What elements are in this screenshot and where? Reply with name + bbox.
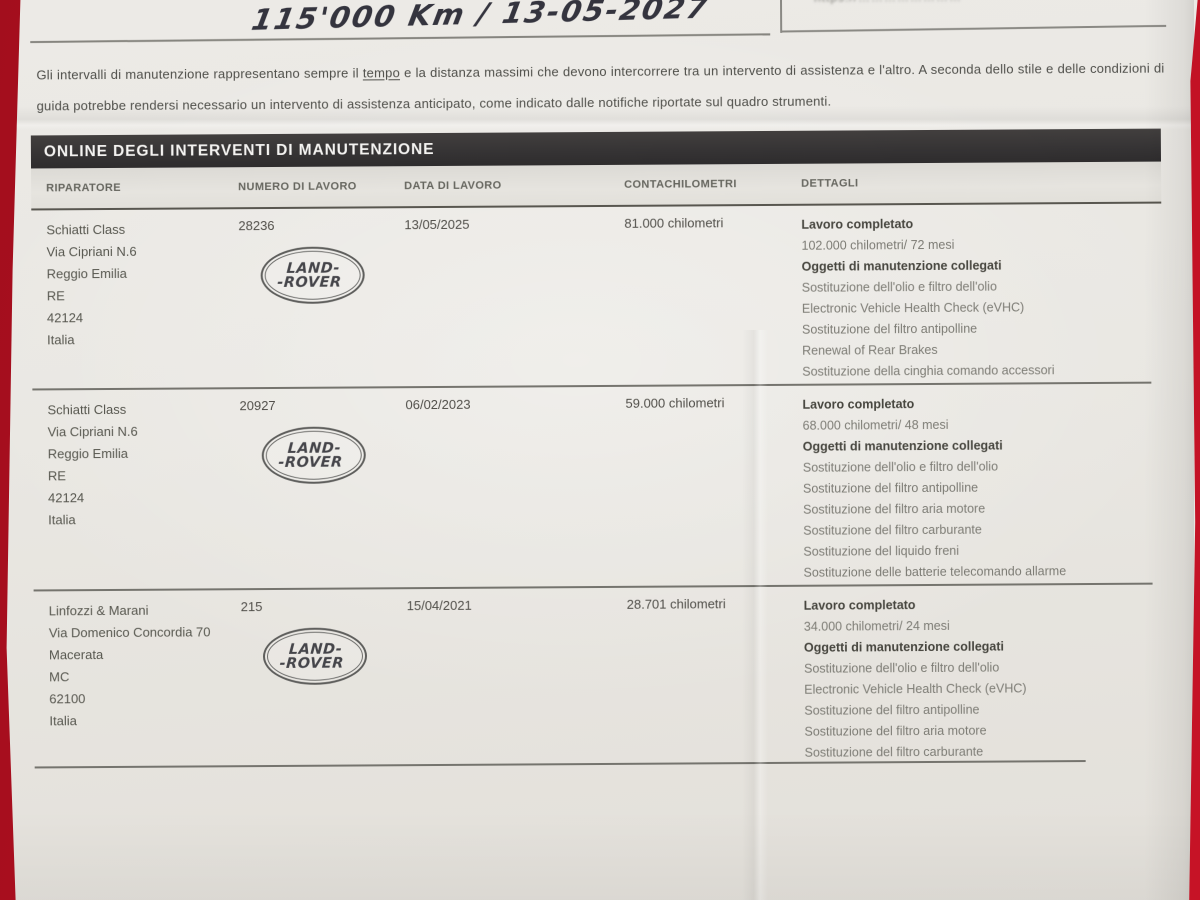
url-cell-underline — [782, 24, 1167, 33]
repairer-line: Italia — [49, 713, 77, 729]
job-number: 28236 — [238, 217, 275, 234]
table-row: Linfozzi & Marani Via Domenico Concordia … — [34, 585, 1165, 769]
job-number: 215 — [240, 599, 263, 615]
detail-line: Sostituzione del filtro antipolline — [802, 480, 979, 496]
logo-text-bottom: -ROVER — [276, 274, 342, 291]
detail-line: 34.000 chilometri/ 24 mesi — [803, 618, 950, 634]
odometer-reading: 59.000 chilometri — [625, 395, 725, 411]
details-cell: Lavoro completato 34.000 chilometri/ 24 m… — [804, 594, 1165, 764]
repairer-line: Reggio Emilia — [46, 265, 127, 282]
detail-line: Sostituzione del filtro aria motore — [804, 723, 987, 739]
repairer-line: Linfozzi & Marani — [48, 602, 149, 619]
repairer-line: 62100 — [49, 691, 86, 707]
repairer-cell: Linfozzi & Marani Via Domenico Concordia … — [49, 599, 242, 768]
repairer-line: RE — [46, 288, 65, 304]
column-header-riparatore: RIPARATORE — [46, 181, 122, 195]
land-rover-logo-icon: LAND- -ROVER — [262, 627, 368, 686]
repairer-line: Reggio Emilia — [47, 445, 129, 462]
job-date: 13/05/2025 — [404, 216, 470, 233]
detail-line: Electronic Vehicle Health Check (eVHC) — [801, 300, 1025, 316]
maintenance-interval-paragraph: Gli intervalli di manutenzione rappresen… — [36, 53, 1164, 122]
logo-text-top: LAND- — [286, 440, 342, 457]
handwritten-odometer-date: 115'000 Km / 13-05-2027 — [248, 0, 713, 37]
detail-line: Sostituzione del filtro antipolline — [801, 321, 978, 337]
detail-line: Oggetti di manutenzione collegati — [802, 438, 1003, 454]
url-cell: https://…………………… — [779, 0, 1171, 33]
detail-line: Electronic Vehicle Health Check (eVHC) — [804, 681, 1027, 697]
detail-line: Sostituzione del liquido freni — [803, 543, 960, 559]
handwritten-note-row: 115'000 Km / 13-05-2027 https://…………………… — [28, 0, 1171, 44]
detail-line: 68.000 chilometri/ 48 mesi — [802, 417, 949, 433]
logo-text-bottom: -ROVER — [278, 655, 345, 672]
repairer-cell: Schiatti Class Via Cipriani N.6 Reggio Emi… — [47, 398, 240, 591]
repairer-line: Italia — [48, 512, 76, 528]
job-number-cell: 28236 LAND- -ROVER — [238, 217, 405, 389]
odometer-reading: 28.701 chilometri — [626, 596, 726, 612]
paper-shadow-bottom — [6, 810, 1198, 900]
job-date: 15/04/2021 — [406, 597, 472, 614]
column-header-data-di-lavoro: DATA DI LAVORO — [404, 179, 502, 193]
repairer-line: Schiatti Class — [47, 401, 127, 418]
detail-line: Renewal of Rear Brakes — [802, 342, 938, 358]
land-rover-logo-icon: LAND- -ROVER — [260, 246, 365, 305]
detail-line: Sostituzione della cinghia comando acces… — [802, 363, 1055, 379]
table-row: Schiatti Class Via Cipriani N.6 Reggio Emi… — [32, 384, 1163, 592]
signature-line — [30, 33, 771, 44]
repairer-line: 42124 — [47, 490, 85, 506]
repairer-line: Italia — [47, 332, 75, 348]
detail-line: Sostituzione delle batterie telecomando … — [803, 564, 1067, 580]
repairer-line: Schiatti Class — [46, 221, 126, 238]
odometer-reading: 81.000 chilometri — [624, 215, 724, 231]
intro-underlined-word: tempo — [362, 65, 401, 81]
repairer-cell: Schiatti Class Via Cipriani N.6 Reggio Emi… — [46, 218, 239, 390]
repairer-line: Macerata — [48, 647, 104, 663]
detail-line: Sostituzione del filtro aria motore — [803, 501, 986, 517]
details-cell: Lavoro completato 102.000 chilometri/ 72 … — [801, 213, 1162, 386]
job-number-cell: 20927 LAND- -ROVER — [239, 397, 406, 590]
job-number-cell: 215 LAND- -ROVER — [241, 598, 408, 767]
detail-line: Sostituzione dell'olio e filtro dell'oli… — [801, 279, 997, 295]
detail-line: 102.000 chilometri/ 72 mesi — [801, 237, 955, 253]
detail-line: Oggetti di manutenzione collegati — [801, 258, 1002, 274]
document-content: 115'000 Km / 13-05-2027 https://……………………… — [28, 0, 1175, 769]
table-header-row: RIPARATORE NUMERO DI LAVORO DATA DI LAVO… — [31, 161, 1162, 211]
repairer-line: Via Cipriani N.6 — [47, 423, 138, 440]
service-history-table-body: Schiatti Class Via Cipriani N.6 Reggio Emi… — [31, 204, 1164, 769]
detail-line: Sostituzione del filtro carburante — [803, 522, 982, 538]
column-header-dettagli: DETTAGLI — [801, 177, 859, 190]
column-header-contachilometri: CONTACHILOMETRI — [624, 178, 737, 191]
detail-line: Sostituzione del filtro antipolline — [804, 702, 980, 718]
detail-line: Lavoro completato — [803, 598, 916, 613]
detail-line: Sostituzione dell'olio e filtro dell'oli… — [804, 660, 1000, 676]
job-date: 06/02/2023 — [405, 396, 471, 413]
detail-line: Oggetti di manutenzione collegati — [803, 639, 1005, 655]
repairer-line: Via Cipriani N.6 — [46, 243, 137, 260]
details-cell: Lavoro completato 68.000 chilometri/ 48 m… — [802, 393, 1163, 587]
detail-line: Sostituzione dell'olio e filtro dell'oli… — [802, 459, 999, 475]
job-number: 20927 — [239, 397, 276, 414]
repairer-line: Via Domenico Concordia 70 — [48, 624, 211, 641]
url-fragment: https://…………………… — [814, 0, 962, 5]
repairer-line: 42124 — [46, 310, 84, 326]
column-header-numero-di-lavoro: NUMERO DI LAVORO — [238, 180, 357, 194]
detail-line: Lavoro completato — [801, 217, 914, 232]
section-title: ONLINE DEGLI INTERVENTI DI MANUTENZIONE — [43, 140, 435, 160]
logo-text-bottom: -ROVER — [277, 454, 343, 471]
repairer-line: MC — [49, 669, 70, 685]
logo-text-top: LAND- — [288, 641, 343, 658]
detail-line: Lavoro completato — [802, 397, 915, 412]
repairer-line: RE — [47, 468, 67, 484]
intro-pre: Gli intervalli di manutenzione rappresen… — [36, 65, 363, 83]
table-row: Schiatti Class Via Cipriani N.6 Reggio Emi… — [31, 204, 1162, 391]
logo-text-top: LAND- — [285, 260, 341, 277]
land-rover-logo-icon: LAND- -ROVER — [261, 426, 366, 485]
